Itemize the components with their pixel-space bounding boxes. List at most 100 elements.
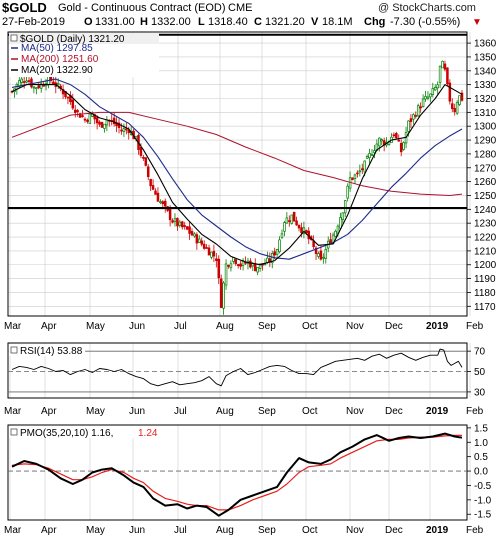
price-candle-up xyxy=(358,170,362,173)
month-label-rsi: Dec xyxy=(385,406,403,417)
price-candle-up xyxy=(20,78,23,83)
price-candle-up xyxy=(322,256,325,259)
price-candle-up xyxy=(455,102,459,114)
ma200-line xyxy=(11,111,463,196)
open-value: 1331.00 xyxy=(95,16,135,28)
price-candle-down xyxy=(27,80,31,82)
price-candle-down xyxy=(42,84,45,87)
price-candle-down xyxy=(144,157,148,166)
price-candle-down xyxy=(215,258,218,261)
y-tick-label-pmo: 1.5 xyxy=(474,423,488,434)
price-candle-down xyxy=(183,225,186,227)
price-candle-up xyxy=(263,263,267,266)
price-candle-down xyxy=(443,63,447,70)
price-candle-up xyxy=(256,267,259,273)
month-label-pmo: Oct xyxy=(302,525,318,536)
price-series-swatch xyxy=(10,34,18,42)
y-tick-label-price: 1210 xyxy=(474,246,497,257)
ma50-line xyxy=(11,78,463,260)
price-candle-down xyxy=(419,106,422,109)
volume-label: V xyxy=(311,16,319,28)
y-tick-label-pmo: 1.0 xyxy=(474,438,488,449)
price-candle-up xyxy=(88,113,92,124)
y-tick-label-price: 1280 xyxy=(474,149,497,160)
price-candle-down xyxy=(446,67,449,85)
price-candle-down xyxy=(163,200,167,207)
month-label-pmo: Nov xyxy=(346,525,364,536)
price-candle-down xyxy=(161,201,165,205)
price-candle-down xyxy=(361,168,364,171)
price-candle-down xyxy=(154,190,157,195)
price-candle-down xyxy=(236,264,240,267)
month-label-rsi: Jun xyxy=(129,406,145,417)
y-tick-label-price: 1270 xyxy=(474,163,497,174)
price-candle-up xyxy=(35,87,38,90)
price-candle-up xyxy=(412,114,415,120)
quote-date: 27-Feb-2019 xyxy=(2,16,65,28)
month-label-pmo: Sep xyxy=(258,525,276,536)
y-tick-label-rsi: 70 xyxy=(474,347,486,358)
price-candle-up xyxy=(173,218,177,222)
rsi-panel-title: RSI(14) 53.88 xyxy=(20,346,83,357)
stockcharts-watermark: @ StockCharts.com xyxy=(378,2,476,14)
price-candle-up xyxy=(438,65,442,83)
price-candle-up xyxy=(39,83,43,89)
price-candle-down xyxy=(81,115,84,118)
pmo-panel-frame xyxy=(7,424,468,521)
price-candle-down xyxy=(120,129,123,132)
price-candle-down xyxy=(22,81,26,83)
pmo-series-swatch xyxy=(10,428,18,436)
price-candle-down xyxy=(295,220,298,226)
month-label-pmo: Dec xyxy=(385,525,403,536)
price-legend-label: MA(50) 1297.85 xyxy=(21,43,93,54)
month-label-price: Jun xyxy=(129,321,145,332)
price-candle-up xyxy=(222,282,225,309)
y-tick-label-price: 1260 xyxy=(474,177,497,188)
price-candle-up xyxy=(122,128,126,132)
price-candle-down xyxy=(149,178,152,187)
price-candle-up xyxy=(373,150,376,153)
price-candle-down xyxy=(139,147,143,156)
price-candle-down xyxy=(112,117,116,125)
price-candle-down xyxy=(217,258,221,279)
instrument-name: Gold - Continuous Contract (EOD) xyxy=(58,2,226,14)
chart-header: $GOLD Gold - Continuous Contract (EOD) C… xyxy=(0,0,501,30)
price-candle-down xyxy=(207,247,211,256)
price-candle-up xyxy=(336,225,340,234)
price-candle-down xyxy=(249,260,252,268)
y-tick-label-price: 1290 xyxy=(474,136,497,147)
price-candle-up xyxy=(429,93,432,98)
price-candle-up xyxy=(353,174,357,180)
price-candle-up xyxy=(378,137,381,147)
price-candle-down xyxy=(171,220,174,223)
price-candle-up xyxy=(302,227,306,235)
y-tick-label-price: 1340 xyxy=(474,66,497,77)
month-label-price: Oct xyxy=(302,321,318,332)
price-candle-down xyxy=(66,96,70,99)
pmo-signal-value: 1.24 xyxy=(138,428,158,439)
price-legend-label: MA(20) 1322.90 xyxy=(21,65,93,76)
price-candle-up xyxy=(32,86,36,89)
price-candle-up xyxy=(285,217,289,224)
y-tick-label-price: 1250 xyxy=(474,191,497,202)
price-candle-down xyxy=(234,259,238,264)
price-candle-up xyxy=(280,233,284,238)
price-candle-down xyxy=(127,129,131,134)
month-label-pmo: Jun xyxy=(129,525,145,536)
price-candle-down xyxy=(200,240,203,245)
month-label-price: Nov xyxy=(346,321,364,332)
month-label-price: Dec xyxy=(385,321,403,332)
price-candle-down xyxy=(453,108,456,113)
price-candle-up xyxy=(363,160,366,173)
pmo-line xyxy=(11,432,463,517)
month-label-rsi: May xyxy=(86,406,105,417)
price-candle-up xyxy=(380,139,383,142)
price-candle-down xyxy=(30,78,33,88)
month-label-pmo: Jul xyxy=(174,525,187,536)
price-candle-down xyxy=(100,121,104,128)
price-candle-up xyxy=(275,249,279,255)
price-candle-down xyxy=(356,172,359,175)
price-candle-down xyxy=(202,243,206,249)
price-candle-down xyxy=(288,220,291,222)
